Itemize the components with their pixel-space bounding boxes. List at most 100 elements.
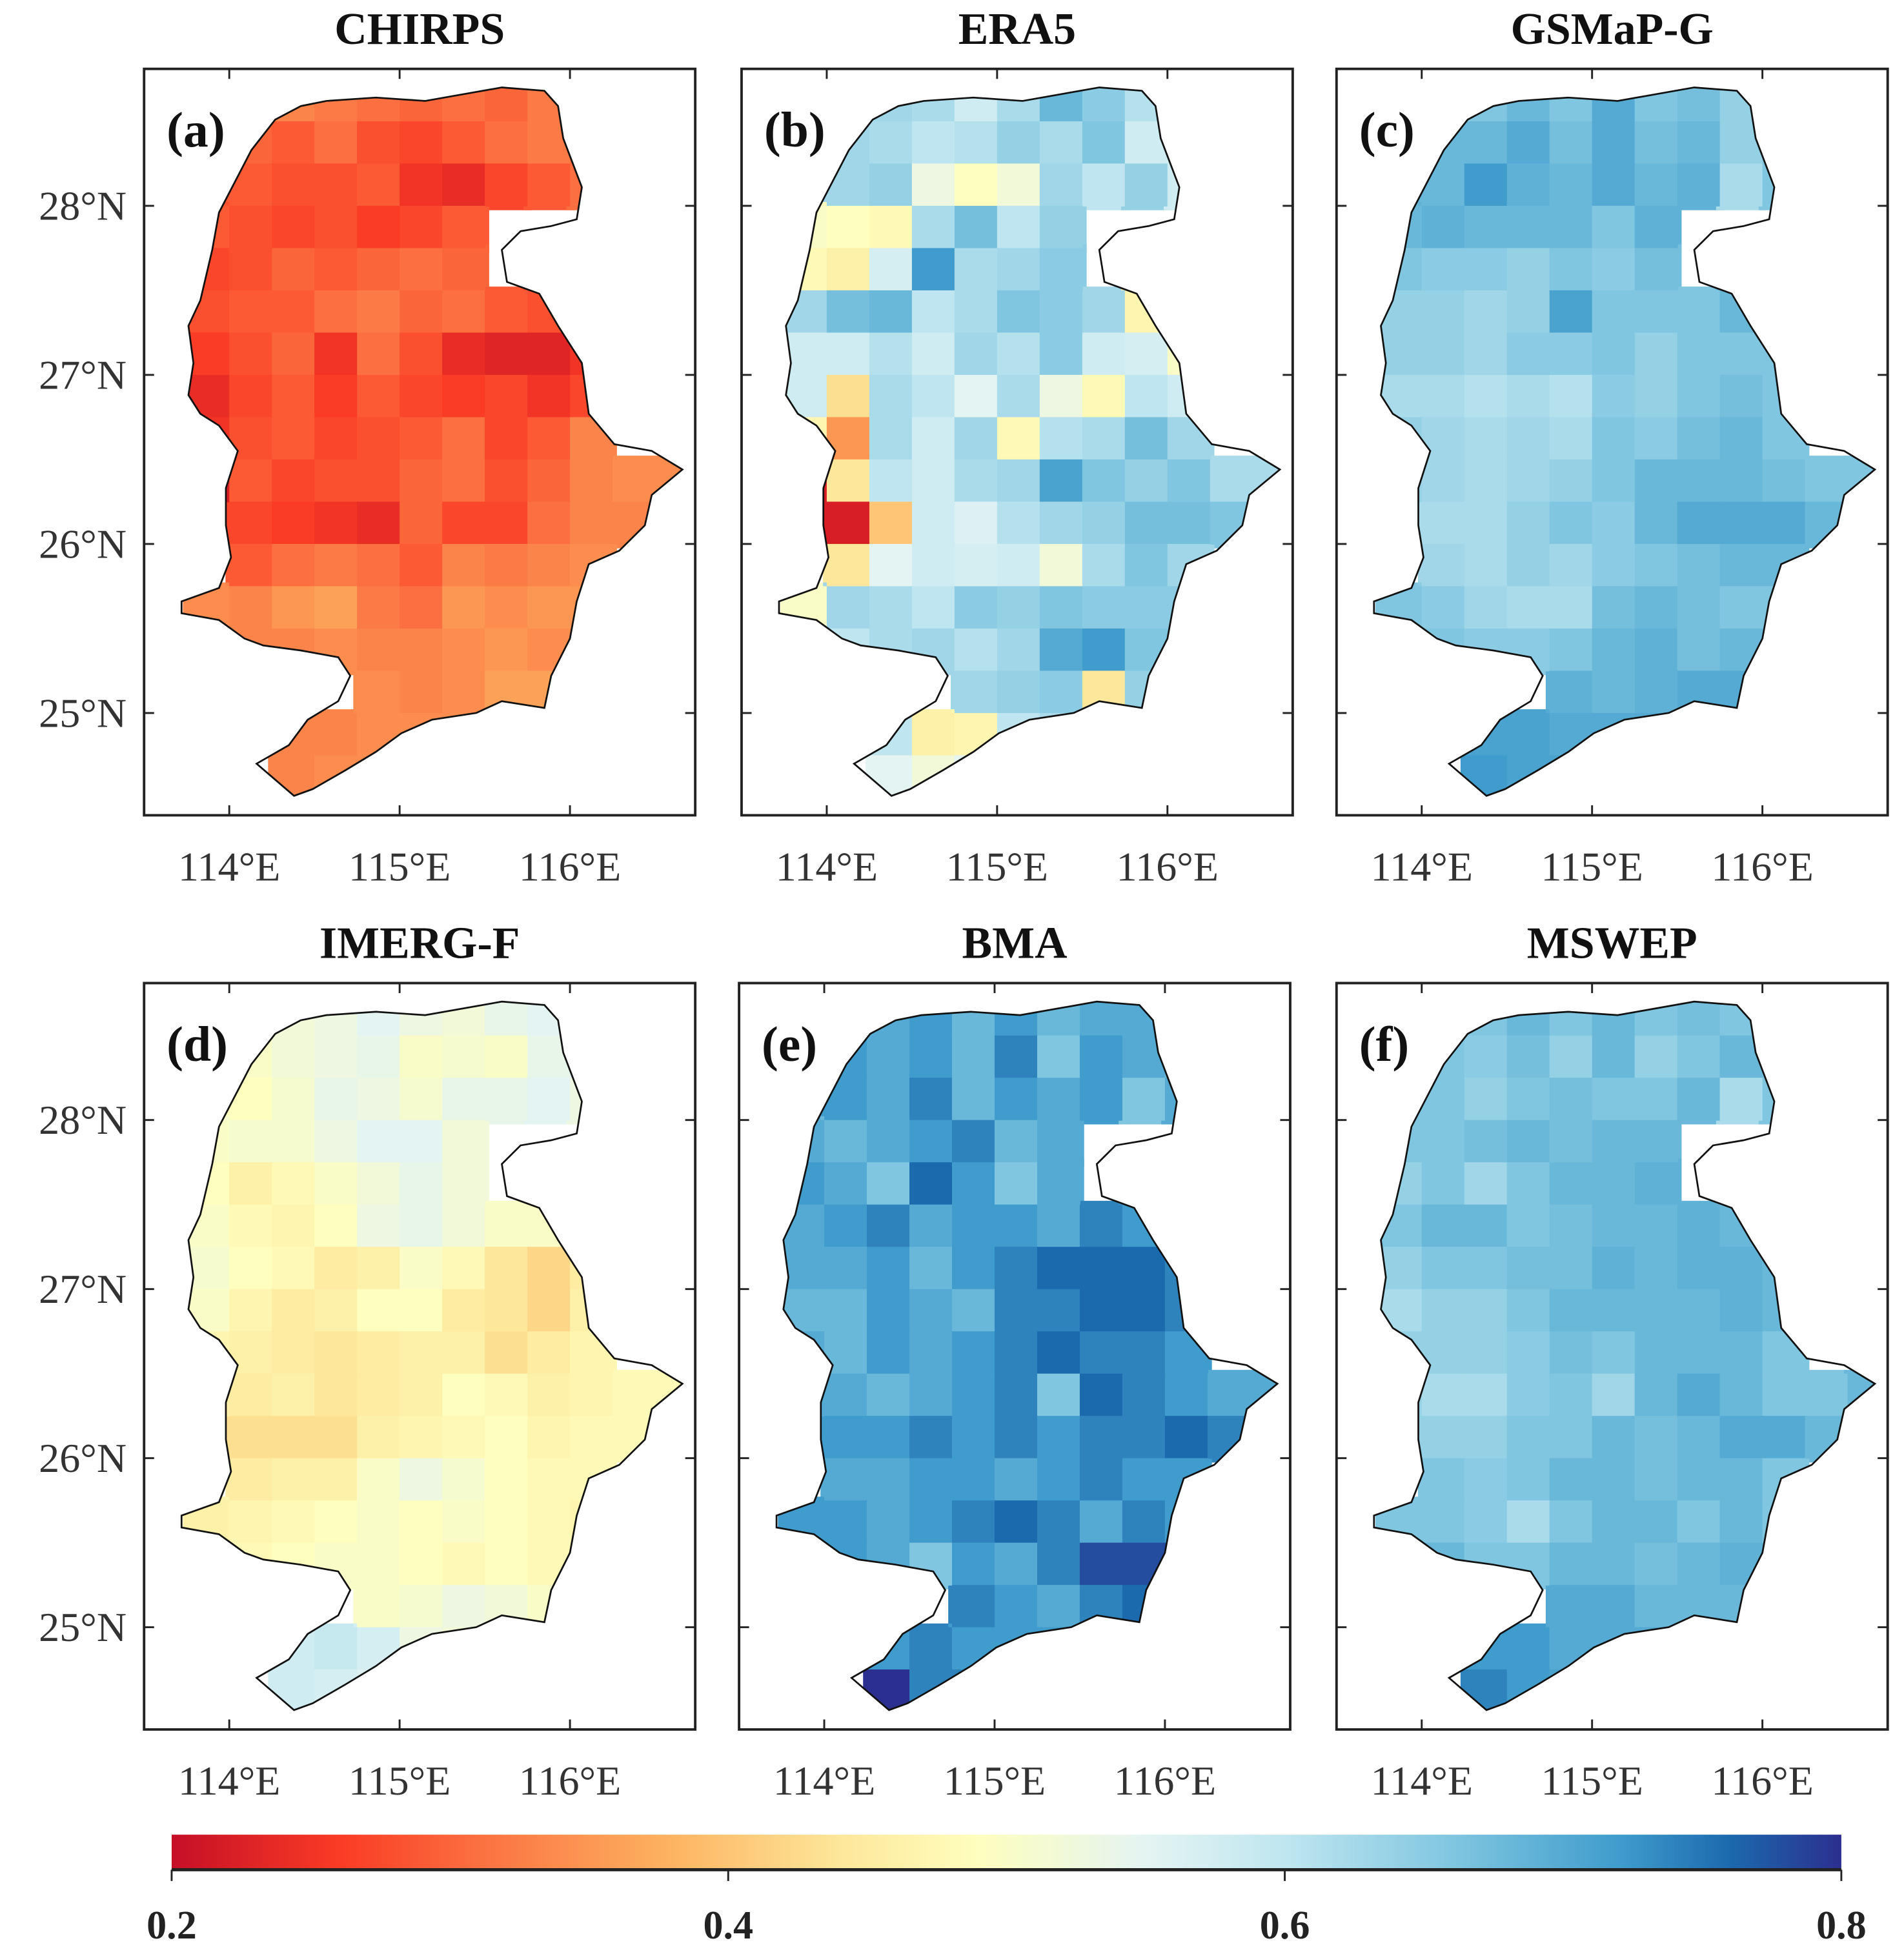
grid-cell	[1677, 1204, 1721, 1248]
grid-cell	[1079, 1585, 1123, 1628]
grid-cell	[994, 1500, 1038, 1544]
grid-cell	[314, 1247, 358, 1290]
grid-cell	[1506, 1035, 1550, 1079]
grid-cell	[442, 459, 486, 503]
grid-cell	[1506, 1416, 1550, 1459]
grid-cell	[1592, 586, 1636, 629]
grid-cell	[1549, 1585, 1593, 1628]
grid-cell	[229, 1289, 273, 1333]
basin-boundary	[775, 1000, 1279, 1711]
grid-cell	[1634, 374, 1678, 418]
grid-cell	[1167, 459, 1211, 503]
grid-cell	[570, 1458, 614, 1502]
grid-cell	[229, 417, 273, 460]
grid-cell	[570, 1035, 614, 1079]
grid-cell	[1464, 543, 1508, 587]
grid-cell	[1122, 1078, 1166, 1121]
grid-cell	[1677, 586, 1721, 629]
grid-cell	[187, 374, 230, 418]
colorbar-tick-label: 0.2	[147, 1904, 197, 1943]
grid-cell	[826, 374, 870, 418]
grid-cell	[1677, 1247, 1721, 1290]
grid-cell	[1719, 1002, 1763, 1036]
lon-tick-label: 115°E	[944, 1758, 1046, 1804]
grid-cell	[952, 1500, 995, 1544]
map-frame	[143, 67, 697, 817]
grid-cell	[357, 1247, 401, 1290]
grid-cell	[357, 417, 401, 460]
grid-cell	[997, 374, 1040, 418]
grid-cell	[1082, 670, 1126, 714]
grid-cell	[442, 1373, 486, 1417]
grid-cell	[1634, 121, 1678, 165]
grid-cell	[952, 1331, 995, 1374]
grid-cell	[314, 459, 358, 503]
grid-cell	[824, 1035, 868, 1079]
grid-cell	[1719, 332, 1763, 376]
grid-cell	[1506, 417, 1550, 460]
grid-cell	[911, 755, 955, 796]
grid-cell	[1677, 1035, 1721, 1079]
grid-cell	[570, 1289, 614, 1333]
grid-cell	[357, 670, 401, 714]
grid-cell	[272, 1035, 316, 1079]
grid-cell	[1421, 205, 1465, 249]
grid-cell	[867, 1247, 910, 1290]
grid-cell	[1762, 417, 1806, 460]
grid-cell	[314, 374, 358, 418]
grid-cell	[485, 1416, 529, 1459]
grid-cell	[784, 459, 827, 503]
grid-cell	[1039, 501, 1083, 545]
grid-cell	[911, 332, 955, 376]
grid-cell	[442, 1247, 486, 1290]
grid-cell	[1592, 1500, 1636, 1544]
grid-cell	[1079, 1542, 1123, 1586]
grid-cell	[485, 1331, 529, 1374]
grid-cell	[570, 1373, 614, 1417]
grid-cell	[824, 1204, 868, 1248]
grid-cell	[1421, 1162, 1465, 1205]
grid-cell	[1167, 374, 1211, 418]
grid-cell	[784, 417, 827, 460]
grid-cell	[1082, 332, 1126, 376]
grid-cell	[1039, 332, 1083, 376]
grid-cell	[867, 1373, 910, 1417]
grid-cell	[1506, 1627, 1550, 1671]
map-frame	[1335, 982, 1889, 1731]
grid-cell	[357, 1458, 401, 1502]
grid-cell	[1039, 712, 1083, 756]
grid-cell	[1677, 374, 1721, 418]
grid-cell	[1549, 1204, 1593, 1248]
grid-cell	[1506, 459, 1550, 503]
grid-cell	[357, 1120, 401, 1163]
grid-cell	[824, 1542, 868, 1586]
grid-cell	[442, 1078, 486, 1121]
grid-cell	[1549, 205, 1593, 249]
grid-cell	[1167, 543, 1211, 587]
grid-cell	[909, 1247, 953, 1290]
grid-cell	[357, 586, 401, 629]
grid-cell	[357, 1542, 401, 1586]
grid-cell	[442, 1627, 486, 1671]
grid-cell	[1079, 1035, 1123, 1079]
grid-cell	[272, 1500, 316, 1544]
grid-cell	[824, 1458, 868, 1502]
grid-cell	[1421, 1078, 1465, 1121]
panel-label: (c)	[1359, 102, 1415, 157]
grid-cell	[229, 543, 273, 587]
grid-cell	[1592, 1289, 1636, 1333]
grid-cell	[1506, 332, 1550, 376]
grid-cell	[1549, 543, 1593, 587]
grid-cell	[1634, 670, 1678, 714]
grid-cell	[527, 1585, 571, 1628]
grid-cell	[314, 290, 358, 334]
grid-cell	[400, 417, 443, 460]
grid-cell	[527, 417, 571, 460]
grid-cell	[442, 374, 486, 418]
grid-cell	[1421, 628, 1465, 672]
grid-cell	[869, 163, 913, 206]
grid-cell	[826, 459, 870, 503]
grid-cell	[485, 670, 529, 714]
grid-cell	[1634, 1289, 1678, 1333]
grid-cell	[1549, 1373, 1593, 1417]
